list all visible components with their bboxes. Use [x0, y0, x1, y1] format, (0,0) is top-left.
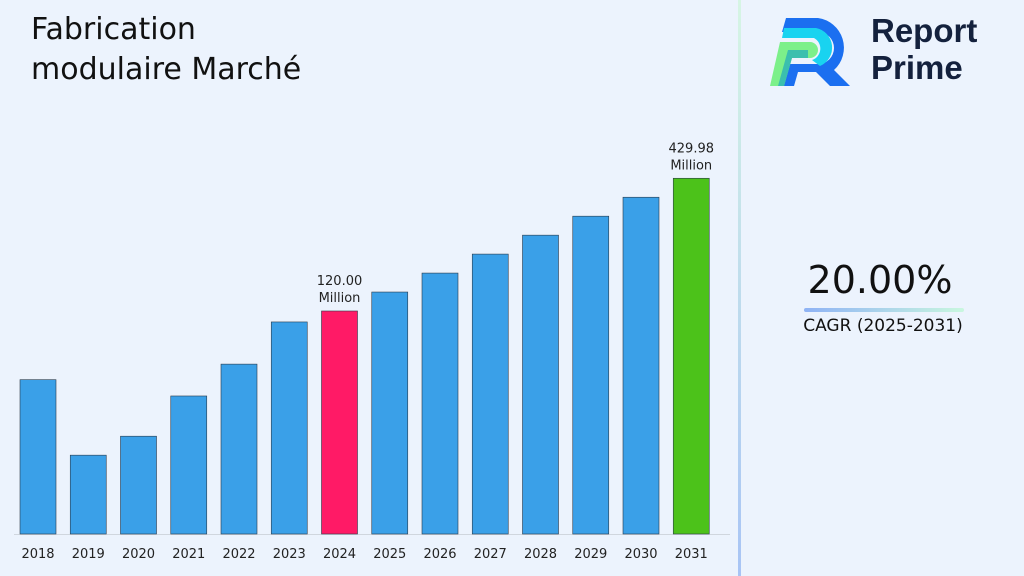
bar-2018: [19, 379, 57, 535]
bar-2031: [672, 177, 710, 535]
bar-2020: [120, 435, 157, 535]
title-line-1: Fabrication: [31, 12, 196, 47]
x-tick-label-2026: 2026: [423, 547, 456, 562]
bar-2022: [220, 363, 258, 535]
x-tick-label-2020: 2020: [122, 547, 155, 562]
x-tick-label-2024: 2024: [323, 547, 356, 562]
cagr-value: 20.00%: [807, 258, 953, 302]
bar-2028: [522, 234, 559, 535]
bar-2024: [321, 310, 358, 535]
logo-line-1: Report: [871, 12, 978, 49]
bar-2030: [622, 196, 660, 535]
bar-2019: [69, 454, 107, 535]
title-line-2: modulaire Marché: [31, 52, 302, 87]
x-tick-label-2029: 2029: [574, 547, 607, 562]
bar-2026: [421, 272, 459, 535]
x-tick-label-2019: 2019: [72, 547, 105, 562]
x-tick-label-2028: 2028: [524, 547, 557, 562]
cagr-label: CAGR (2025-2031): [803, 316, 963, 336]
bar-2025: [371, 291, 409, 535]
x-tick-label-2022: 2022: [222, 547, 255, 562]
x-tick-label-2025: 2025: [373, 547, 406, 562]
bar-chart: 2018 2019 2020 2021 2022 2023 2024 120.00 Millio…: [14, 141, 730, 562]
data-label-2024-value: 120.00: [317, 274, 363, 289]
x-tick-label-2027: 2027: [474, 547, 507, 562]
report-prime-logo-icon: [770, 18, 850, 86]
bar-2023: [270, 321, 308, 535]
x-tick-label-2018: 2018: [21, 547, 54, 562]
data-label-2031-value: 429.98: [669, 141, 715, 156]
cagr-underline: [804, 308, 964, 312]
chart-title: Fabrication modulaire Marché: [31, 10, 301, 90]
x-tick-label-2021: 2021: [172, 547, 205, 562]
bar-2021: [170, 395, 208, 535]
bar-2027: [471, 253, 509, 535]
x-tick-label-2030: 2030: [624, 547, 657, 562]
logo-line-2: Prime: [871, 49, 963, 86]
data-label-2031-unit: Million: [670, 158, 712, 173]
data-label-2024-unit: Million: [319, 291, 361, 306]
logo-text: Report Prime: [871, 12, 977, 86]
divider: [738, 0, 741, 576]
x-tick-label-2023: 2023: [273, 547, 306, 562]
bar-2029: [572, 215, 610, 535]
x-tick-label-2031: 2031: [675, 547, 708, 562]
